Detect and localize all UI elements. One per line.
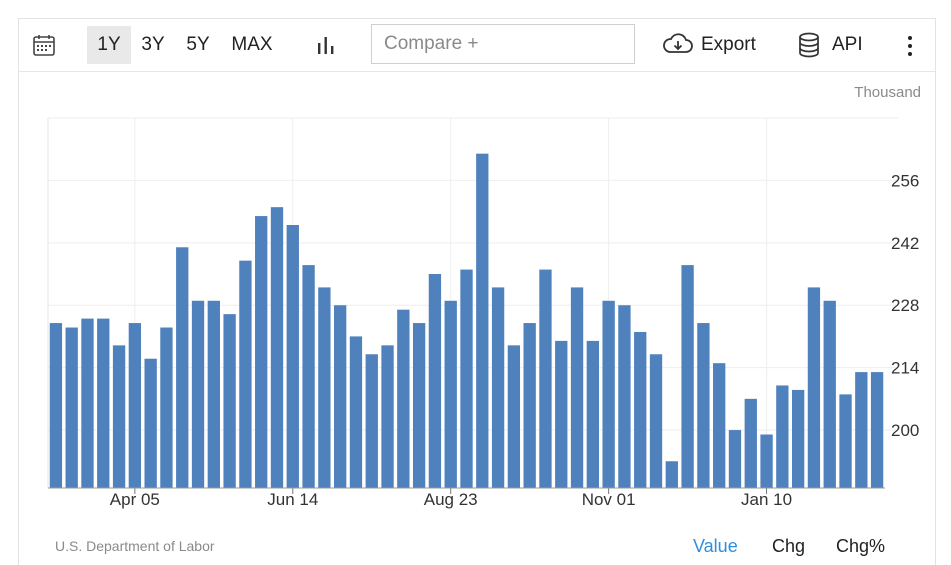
tab-chg-percent[interactable]: Chg% [836,536,886,556]
x-tick-label: Jun 14 [267,490,318,509]
bar [728,430,742,488]
y-tick-label: 242 [891,234,919,253]
bar [176,247,189,488]
bar [81,318,94,488]
bar [649,354,663,488]
bar [523,323,536,488]
bar [144,358,157,488]
bar [776,385,789,488]
bar [160,327,173,488]
bar [634,331,647,488]
bar [744,398,757,488]
bar [255,216,268,488]
bar [507,345,521,488]
database-icon[interactable] [798,32,820,63]
bar [49,323,63,488]
api-button[interactable]: API [832,34,863,55]
range-1y-button[interactable]: 1Y [87,26,131,64]
bar [112,345,126,488]
cloud-download-icon[interactable] [662,32,694,61]
tab-value[interactable]: Value [693,536,738,556]
bar [618,305,631,488]
bar [602,300,615,488]
unit-label: Thousand [854,84,921,101]
compare-input[interactable] [371,24,635,64]
range-3y-button[interactable]: 3Y [141,34,165,55]
bar [491,287,505,488]
bar [476,153,489,488]
bar [223,314,236,488]
x-tick-label: Jan 10 [741,490,792,509]
bar [128,323,142,488]
bar [191,300,205,488]
bar [870,372,884,488]
bar [665,461,678,488]
bar [444,300,457,488]
bar [760,434,773,488]
y-tick-label: 214 [891,359,919,378]
y-tick-label: 228 [891,296,919,315]
bar [302,265,315,488]
bar [713,363,726,488]
bar [318,287,331,488]
bar [807,287,821,488]
bar [681,265,694,488]
export-button[interactable]: Export [701,34,756,55]
y-tick-label: 200 [891,421,919,440]
tab-chg[interactable]: Chg [772,536,806,556]
x-tick-label: Nov 01 [582,490,636,509]
x-tick-label: Aug 23 [424,490,478,509]
range-max-button[interactable]: MAX [231,34,273,55]
bar [381,345,394,488]
bar [586,340,599,488]
bar [839,394,852,488]
bar [570,287,584,488]
calendar-icon[interactable] [32,33,56,62]
y-tick-label: 256 [891,171,919,190]
bar [555,340,568,488]
bar [823,300,836,488]
chart-plot: 200 214 228 242 256 Apr 05 Jun 14 Aug 23 Nov 01 J… [47,117,919,509]
bar [428,274,442,488]
bar [65,327,78,488]
bar [460,269,473,488]
bar [286,224,299,489]
bar [397,309,410,488]
x-tick-label: Apr 05 [110,490,160,509]
bar [697,323,710,488]
bar [791,389,805,488]
bar [365,354,378,488]
toolbar: 1Y 3Y 5Y MAX Export [19,19,935,72]
bar-chart-icon[interactable] [315,34,337,61]
bar [270,207,284,488]
bar [207,300,220,488]
bar [239,260,252,488]
bar [539,269,552,488]
bar [412,323,426,488]
range-5y-button[interactable]: 5Y [186,34,210,55]
more-vertical-icon[interactable] [905,35,915,62]
chart-widget: 1Y 3Y 5Y MAX Export [18,18,936,565]
source-label: U.S. Department of Labor [55,538,215,554]
bar [855,372,868,488]
bar [334,305,347,488]
bar [97,318,110,488]
bar [349,336,363,488]
